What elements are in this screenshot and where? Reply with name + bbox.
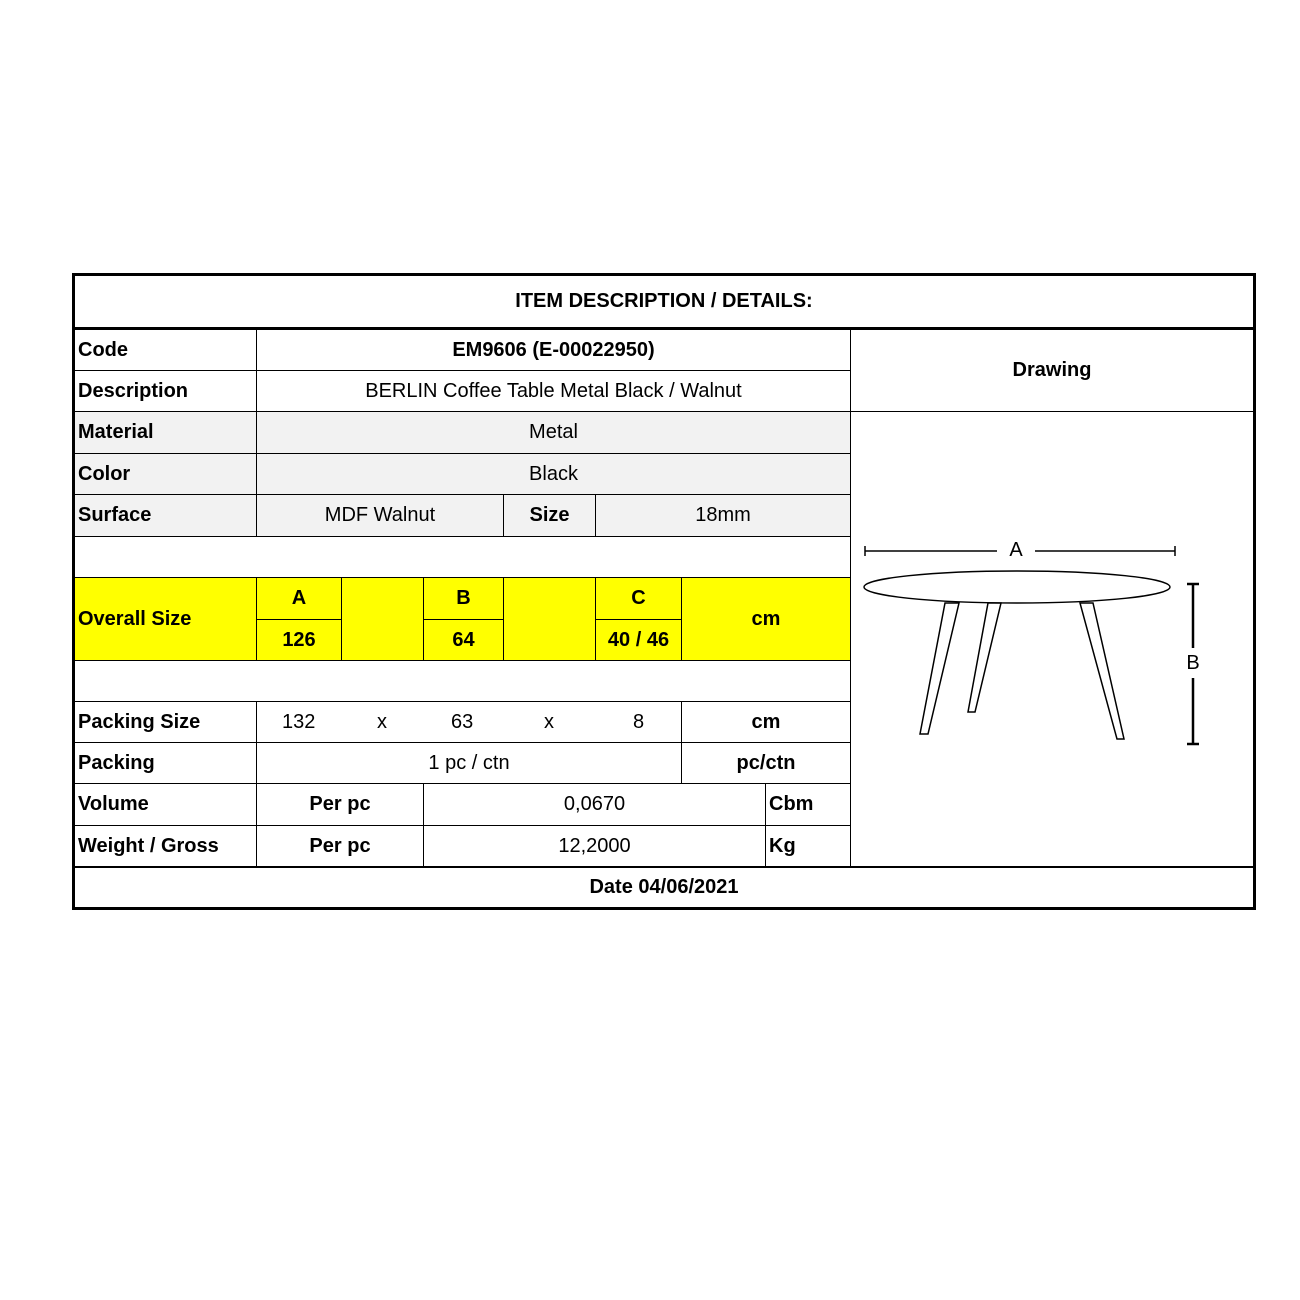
description-label: Description bbox=[75, 371, 257, 412]
packing-label: Packing bbox=[75, 743, 257, 784]
volume-per: Per pc bbox=[257, 784, 424, 826]
packing-unit: pc/ctn bbox=[682, 743, 851, 784]
material-value: Metal bbox=[257, 412, 851, 454]
dim-b-label: B bbox=[424, 578, 504, 620]
color-label: Color bbox=[75, 454, 257, 495]
packing-height: 8 bbox=[633, 711, 645, 733]
blank-row bbox=[75, 537, 851, 578]
surface-value: MDF Walnut bbox=[257, 495, 504, 537]
dim-a-value: 126 bbox=[257, 620, 342, 661]
packing-width: 63 bbox=[451, 711, 474, 733]
item-details-sheet: ITEM DESCRIPTION / DETAILS: Code EM9606 … bbox=[72, 273, 1256, 910]
volume-unit: Cbm bbox=[766, 784, 851, 826]
blank-cell bbox=[342, 578, 424, 661]
sheet-title: ITEM DESCRIPTION / DETAILS: bbox=[75, 276, 1253, 330]
surface-label: Surface bbox=[75, 495, 257, 537]
dim-c-value: 40 / 46 bbox=[596, 620, 682, 661]
weight-label: Weight / Gross bbox=[75, 826, 257, 867]
size-value: 18mm bbox=[596, 495, 851, 537]
packing-size-label: Packing Size bbox=[75, 702, 257, 743]
description-value: BERLIN Coffee Table Metal Black / Walnut bbox=[257, 371, 851, 412]
packing-size-unit: cm bbox=[682, 702, 851, 743]
volume-value: 0,0670 bbox=[424, 784, 766, 826]
dim-c-label: C bbox=[596, 578, 682, 620]
date-footer: Date 04/06/2021 bbox=[75, 867, 1253, 907]
weight-per: Per pc bbox=[257, 826, 424, 867]
overall-size-unit: cm bbox=[682, 578, 851, 661]
overall-size-label: Overall Size bbox=[75, 578, 257, 661]
material-label: Material bbox=[75, 412, 257, 454]
code-value: EM9606 (E-00022950) bbox=[257, 330, 851, 371]
drawing-area: A B bbox=[851, 412, 1253, 867]
dim-b-value: 64 bbox=[424, 620, 504, 661]
dimension-a-label: A bbox=[1009, 539, 1023, 561]
times-sign: x bbox=[544, 711, 554, 733]
weight-unit: Kg bbox=[766, 826, 851, 867]
color-value: Black bbox=[257, 454, 851, 495]
packing-size-values: 132 x 63 x 8 bbox=[257, 702, 682, 743]
weight-value: 12,2000 bbox=[424, 826, 766, 867]
packing-value: 1 pc / ctn bbox=[257, 743, 682, 784]
times-sign: x bbox=[377, 711, 387, 733]
blank-cell bbox=[504, 578, 596, 661]
drawing-header: Drawing bbox=[851, 330, 1253, 412]
dimension-b-label: B bbox=[1186, 652, 1199, 674]
packing-length: 132 bbox=[282, 711, 316, 733]
volume-label: Volume bbox=[75, 784, 257, 826]
dim-a-label: A bbox=[257, 578, 342, 620]
code-label: Code bbox=[75, 330, 257, 371]
size-label: Size bbox=[504, 495, 596, 537]
coffee-table-drawing: A B bbox=[863, 539, 1200, 745]
blank-row bbox=[75, 661, 851, 702]
